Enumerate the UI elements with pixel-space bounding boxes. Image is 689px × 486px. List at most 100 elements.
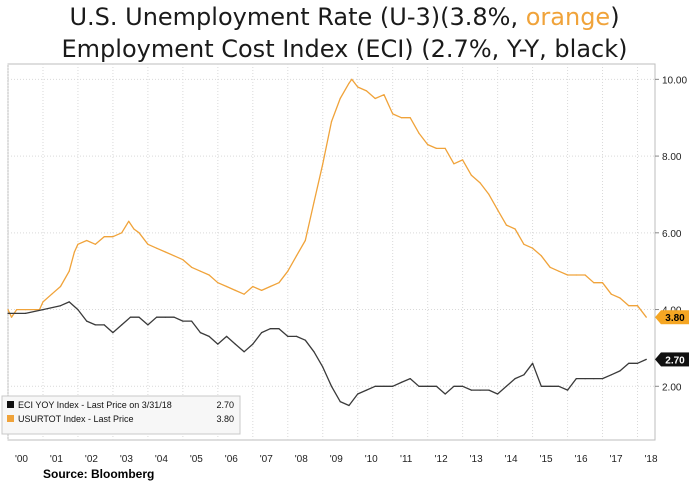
eci-data-point [567,389,569,391]
eci-last-label: 2.70 [665,355,685,366]
eci-data-point [610,374,612,376]
unemployment-data-point [392,113,394,115]
unemployment-data-point [453,163,455,165]
unemployment-data-point [112,236,114,238]
unemployment-data-point [295,255,298,257]
eci-data-point [523,374,525,376]
eci-data-point [243,351,245,353]
unemployment-data-point [383,94,385,96]
unemployment-data-point [147,243,149,245]
unemployment-data-point [418,132,420,134]
unemployment-series-line [7,78,647,318]
eci-data-point [112,332,114,334]
eci-data-point [339,401,341,403]
legend-box [1,395,241,435]
eci-data-point [129,316,131,318]
eci-data-point [269,328,271,330]
unemployment-data-point [164,251,166,253]
title-line1-highlight: orange [525,3,611,31]
eci-data-point [645,358,647,360]
eci-data-point [7,312,9,314]
eci-data-point [191,320,193,322]
y-tick-label: 2.00 [662,382,682,393]
unemployment-data-point [645,316,647,318]
eci-data-point [348,404,350,407]
x-tick-label: '14 [505,454,518,465]
eci-data-point [103,324,105,326]
legend-entry-value: 2.70 [216,400,234,410]
unemployment-data-point [261,289,263,291]
legend-entry-label: ECI YOY Index - Last Price on 3/31/18 [18,400,172,410]
eci-data-point [138,316,140,318]
x-tick-label: '18 [644,454,657,465]
eci-data-point [234,343,236,345]
unemployment-data-point [365,90,368,92]
unemployment-data-point [357,86,359,88]
unemployment-data-point [59,285,62,288]
eci-data-point [226,335,228,337]
eci-data-point [147,324,149,326]
unemployment-data-point [133,228,135,230]
eci-data-point [488,389,490,391]
unemployment-data-point [567,274,569,276]
unemployment-data-point [243,293,245,295]
x-tick-label: '12 [435,454,448,465]
eci-data-point [593,378,595,380]
unemployment-data-point [138,232,140,234]
unemployment-data-point [252,285,254,288]
unemployment-data-point [462,159,464,161]
eci-data-point [304,339,306,341]
y-tick-label: 10.00 [662,75,687,86]
unemployment-data-point [636,305,639,307]
legend-entry-value: 3.80 [216,414,234,424]
unemployment-data-point [16,309,18,311]
eci-data-point [462,385,464,387]
unemployment-data-point [103,236,105,238]
eci-data-point [392,385,394,387]
unemployment-data-point [173,255,175,257]
unemployment-data-point [540,255,542,257]
unemployment-data-point [7,309,9,311]
eci-data-point [558,385,560,387]
eci-data-point [427,385,429,387]
eci-data-point [24,312,27,314]
x-tick-label: '02 [85,454,98,465]
eci-data-point [540,385,542,387]
eci-data-point [287,335,289,337]
unemployment-data-point [73,251,75,253]
eci-data-point [295,335,298,337]
unemployment-data-point [182,259,184,261]
eci-last-pointer [655,352,661,367]
unemployment-data-point [42,301,44,303]
unemployment-data-point [619,297,621,299]
source-note: Source: Bloomberg [43,467,155,481]
eci-data-point [252,343,254,345]
unemployment-data-point [339,97,341,100]
x-tick-label: '03 [120,454,133,465]
eci-data-point [636,362,639,364]
x-tick-label: '17 [610,454,623,465]
eci-data-point [453,385,455,387]
x-tick-label: '16 [575,454,588,465]
unemployment-data-point [322,163,324,165]
unemployment-data-point [584,274,586,276]
eci-data-point [199,332,201,334]
y-tick-label: 8.00 [662,152,682,163]
x-tick-label: '09 [330,454,343,465]
eci-data-point [261,332,263,334]
unemployment-data-point [330,121,333,123]
eci-data-point [156,316,158,318]
eci-data-point [584,378,586,380]
eci-data-point [549,385,551,387]
unemployment-data-point [558,270,560,272]
unemployment-data-point [523,243,525,245]
unemployment-data-point [199,270,201,272]
eci-data-point [470,389,472,391]
unemployment-data-point [86,239,88,242]
x-tick-label: '07 [260,454,273,465]
eci-data-point [532,362,534,364]
unemployment-data-point [348,82,350,84]
unemployment-data-point [593,282,595,284]
x-tick-label: '05 [190,454,203,465]
